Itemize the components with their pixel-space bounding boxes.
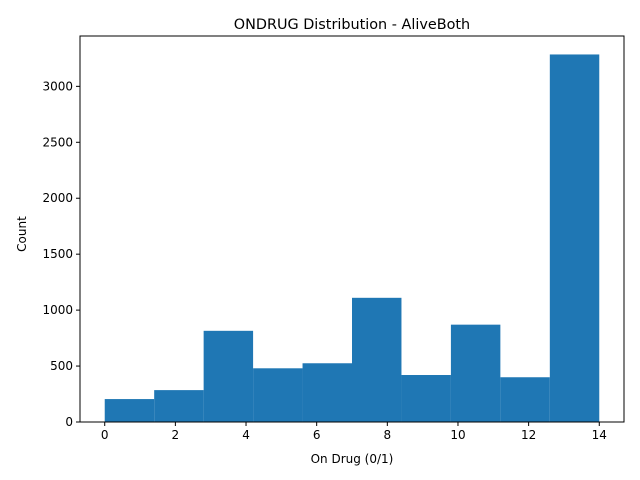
x-axis-label: On Drug (0/1) [311,452,394,466]
histogram-bar [549,54,600,422]
x-tick-label: 10 [450,428,465,442]
histogram-bar [104,399,155,422]
x-axis-ticks: 0 2 4 6 8 10 12 14 [101,422,607,442]
y-tick-label: 2000 [42,191,73,205]
x-tick-label: 14 [592,428,607,442]
x-tick-label: 2 [172,428,180,442]
y-tick-label: 2500 [42,135,73,149]
histogram-bar [302,363,352,422]
y-tick-label: 500 [50,359,73,373]
histogram-bar [352,297,402,422]
histogram-bar [401,375,451,422]
histogram-bar [450,324,501,422]
histogram-bar [500,377,550,422]
bars-group [104,54,600,422]
chart-title: ONDRUG Distribution - AliveBoth [234,17,470,33]
y-tick-label: 1000 [42,303,73,317]
histogram-bar [154,390,204,422]
x-tick-label: 12 [521,428,536,442]
y-tick-label: 3000 [42,79,73,93]
histogram-bar [203,330,254,422]
x-tick-label: 0 [101,428,109,442]
y-axis-ticks: 0 500 1000 1500 2000 2500 3000 [42,79,80,429]
y-tick-label: 1500 [42,247,73,261]
x-tick-label: 6 [313,428,321,442]
y-tick-label: 0 [65,415,73,429]
x-tick-label: 8 [384,428,392,442]
x-tick-label: 4 [242,428,250,442]
plot-frame [79,35,625,423]
y-axis-label: Count [15,216,29,252]
histogram-bar [253,368,303,422]
